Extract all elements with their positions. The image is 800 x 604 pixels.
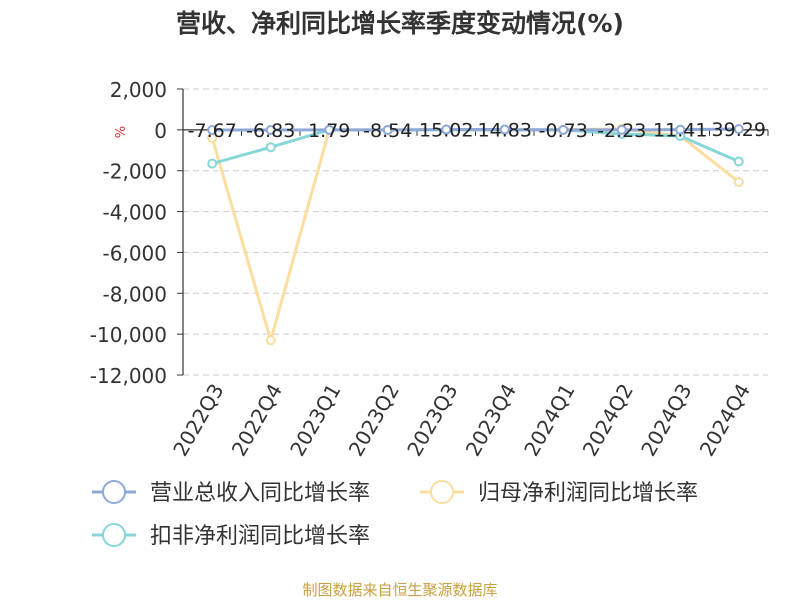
data-point [733,156,744,167]
source-note: 制图数据来自恒生聚源数据库 [302,581,497,599]
data-label: -2.23 [597,120,646,142]
data-label: -0.73 [539,120,588,142]
legend-swatch-marker [430,480,454,504]
data-point [675,124,686,135]
y-tick-label: -4,000 [103,201,167,225]
series-line [212,127,739,132]
data-label: -8.54 [363,120,412,142]
y-axis-unit: % [114,126,129,138]
data-point [441,124,452,135]
chart-title: 营收、净利同比增长率季度变动情况(%) [176,9,624,38]
legend-label: 营业总收入同比增长率 [150,481,370,506]
x-tick-label: 2024Q1 [519,380,579,461]
y-tick-label: -10,000 [90,323,167,347]
data-label: 11.41 [653,120,707,142]
data-point [265,335,276,346]
data-label: -6.83 [246,120,295,142]
y-tick-label: -6,000 [103,241,167,265]
data-point [265,124,276,135]
label-layer: -7.67 -6.83 1.79 -8.54 15.02 14.83 -0.73 -2.23 1… [188,119,766,142]
data-label: 14.83 [478,120,532,142]
data-point [616,124,627,135]
data-label: 15.02 [419,120,473,142]
data-point [324,124,335,135]
grid-layer [183,88,768,376]
data-point [207,158,218,169]
data-point [733,176,744,187]
legend-label: 扣非净利润同比增长率 [150,524,370,549]
y-tick-label: 2,000 [110,78,167,102]
data-point [207,125,218,136]
legend-label: 归母净利润同比增长率 [478,481,698,506]
data-label: 1.79 [308,120,350,142]
x-tick-label: 2022Q4 [227,380,287,461]
data-point [499,124,510,135]
y-tick-label: 0 [154,119,167,143]
legend-swatch-marker [102,523,126,547]
x-tick-label: 2022Q3 [168,380,228,461]
x-tick-label: 2023Q2 [344,380,404,461]
x-tick-label: 2024Q4 [695,380,755,461]
data-point [265,142,276,153]
legend-swatch-marker [102,480,126,504]
data-label: 39.29 [712,119,766,141]
x-tick-label: 2023Q1 [285,380,345,461]
series-layer [207,123,744,346]
x-tick-label: 2023Q3 [402,380,462,461]
data-point [558,124,569,135]
x-tick-label: 2023Q4 [461,380,521,461]
x-tick-label: 2024Q2 [578,380,638,461]
data-point [733,124,744,135]
y-tick-label: -2,000 [103,160,167,184]
x-tick-label: 2024Q3 [636,380,696,461]
data-point [382,125,393,136]
series-line [210,127,740,342]
data-label: -7.67 [188,120,237,142]
y-tick-label: -8,000 [103,282,167,306]
y-tick-label: -12,000 [90,364,167,388]
